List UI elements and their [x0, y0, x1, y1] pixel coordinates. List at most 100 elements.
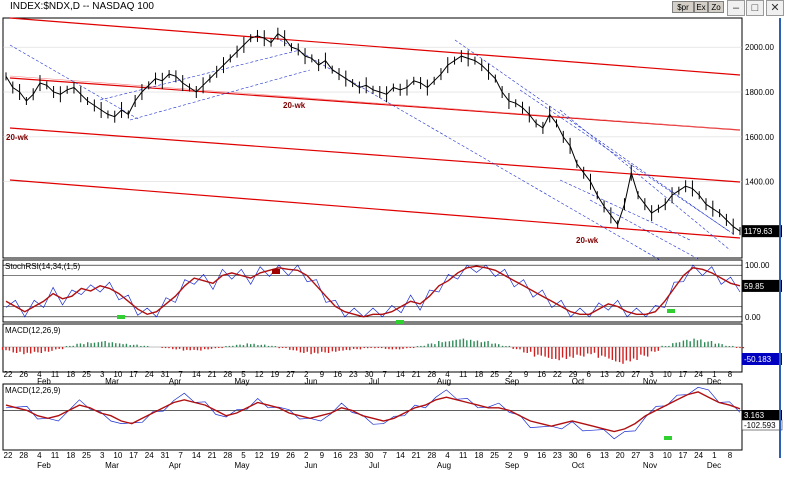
blue-trend-line: [559, 179, 691, 241]
print-button[interactable]: $pr: [672, 1, 694, 13]
x-tick-label-bottom: 11: [459, 451, 468, 460]
x-month-label-top: Apr: [169, 377, 182, 386]
x-tick-label-top: 24: [145, 370, 154, 379]
x-tick-label-top: 3: [649, 370, 654, 379]
x-tick-label-bottom: 8: [728, 451, 733, 460]
blue-trend-line: [9, 44, 141, 121]
x-tick-label-bottom: 20: [616, 451, 625, 460]
x-tick-label-bottom: 4: [37, 451, 42, 460]
x-month-label-bottom: Aug: [437, 461, 451, 470]
macd-last-value-1: 3.163: [744, 411, 765, 420]
x-tick-label-bottom: 16: [333, 451, 342, 460]
x-tick-label-top: 24: [694, 370, 703, 379]
x-tick-label-top: 23: [349, 370, 358, 379]
price-last-value-box: [742, 225, 782, 238]
x-tick-label-top: 18: [474, 370, 483, 379]
x-month-label-top: Oct: [572, 377, 585, 386]
x-tick-label-top: 10: [113, 370, 122, 379]
x-tick-label-top: 17: [129, 370, 138, 379]
x-tick-label-top: 14: [396, 370, 405, 379]
export-button[interactable]: Ex: [694, 1, 708, 13]
x-tick-label-top: 11: [51, 370, 60, 379]
x-axes: 22 26 4 11 18 25 3 10 17 24 31 7 14 21 28 5 12 19 27 2 9 16 23…: [4, 370, 733, 470]
red-channel-line: [9, 17, 741, 76]
x-month-label-bottom: Dec: [707, 461, 721, 470]
macd-title: MACD(12,26,9): [5, 386, 61, 395]
x-tick-label-top: 16: [537, 370, 546, 379]
x-tick-label-bottom: 7: [178, 451, 183, 460]
x-tick-label-bottom: 30: [569, 451, 578, 460]
x-month-label-top: May: [234, 377, 249, 386]
x-tick-label-top: 3: [100, 370, 105, 379]
x-tick-label-bottom: 3: [100, 451, 105, 460]
zoom-button[interactable]: Zo: [708, 1, 724, 13]
x-tick-label-bottom: 13: [600, 451, 609, 460]
price-line: [5, 33, 741, 232]
price-tick-label: 2000.00: [745, 43, 774, 52]
maximize-button[interactable]: □: [746, 0, 764, 16]
stochrsi-tick-label: 100.00: [745, 261, 770, 270]
stochrsi-last-value: 59.85: [744, 282, 765, 291]
red-channel-line: [9, 77, 741, 131]
x-month-label-top: Nov: [643, 377, 657, 386]
x-tick-label-bottom: 14: [396, 451, 405, 460]
macd-marker: [664, 436, 672, 440]
x-tick-label-bottom: 2: [304, 451, 309, 460]
x-tick-label-top: 28: [223, 370, 232, 379]
x-tick-label-bottom: 9: [320, 451, 325, 460]
x-tick-label-bottom: 17: [129, 451, 138, 460]
x-tick-label-top: 8: [728, 370, 733, 379]
stochrsi-panel: StochRSI(14,34,(1,5) 100.00 0.00 59.85: [3, 261, 782, 324]
stochrsi-marker-red: [272, 269, 280, 274]
x-tick-label-bottom: 14: [192, 451, 201, 460]
x-month-label-top: Feb: [37, 377, 51, 386]
minimize-button[interactable]: –: [727, 0, 745, 16]
close-button[interactable]: ✕: [766, 0, 784, 16]
x-tick-label-bottom: 1: [712, 451, 717, 460]
x-tick-label-top: 25: [490, 370, 499, 379]
x-tick-label-top: 11: [459, 370, 468, 379]
title-bar[interactable]: INDEX:$NDX,D -- NASDAQ 100 $pr Ex Zo – □…: [0, 0, 791, 16]
x-tick-label-bottom: 22: [4, 451, 13, 460]
blue-trend-line: [559, 109, 731, 251]
x-tick-label-bottom: 25: [490, 451, 499, 460]
x-month-label-top: Aug: [437, 377, 451, 386]
x-tick-label-bottom: 10: [113, 451, 122, 460]
price-tick-label: 1400.00: [745, 178, 774, 187]
macd-last-value-box-2: [741, 419, 783, 431]
x-tick-label-bottom: 7: [382, 451, 387, 460]
x-month-label-bottom: Jul: [369, 461, 379, 470]
x-month-label-bottom: Oct: [572, 461, 585, 470]
x-month-label-top: Mar: [105, 377, 119, 386]
x-tick-label-bottom: 23: [349, 451, 358, 460]
x-tick-label-top: 16: [333, 370, 342, 379]
x-month-label-bottom: Mar: [105, 461, 119, 470]
x-tick-label-bottom: 21: [208, 451, 217, 460]
x-tick-label-top: 6: [587, 370, 592, 379]
macd-last-value-2: -102.593: [744, 421, 776, 430]
x-tick-label-bottom: 25: [82, 451, 91, 460]
x-month-label-top: Sep: [505, 377, 520, 386]
x-tick-label-bottom: 26: [286, 451, 295, 460]
macd-histogram-title: MACD(12,26,9): [5, 326, 61, 335]
x-month-label-top: Jul: [369, 377, 379, 386]
x-tick-label-bottom: 19: [270, 451, 279, 460]
x-tick-label-bottom: 10: [663, 451, 672, 460]
price-tick-label: 1600.00: [745, 133, 774, 142]
price-frame: [2, 17, 743, 259]
x-month-label-top: Jun: [305, 377, 318, 386]
x-tick-label-bottom: 18: [474, 451, 483, 460]
x-tick-label-top: 27: [286, 370, 295, 379]
x-tick-label-top: 14: [192, 370, 201, 379]
x-tick-label-bottom: 24: [694, 451, 703, 460]
x-month-label-bottom: Nov: [643, 461, 657, 470]
stochrsi-marker: [117, 315, 125, 319]
x-tick-label-bottom: 31: [161, 451, 170, 460]
stochrsi-fast-line: [5, 264, 741, 318]
red-channel-line: [9, 127, 741, 183]
macd-line: [5, 386, 741, 440]
macd-panel: MACD(12,26,9) 3.163-102.593: [3, 386, 783, 440]
x-tick-label-top: 20: [616, 370, 625, 379]
